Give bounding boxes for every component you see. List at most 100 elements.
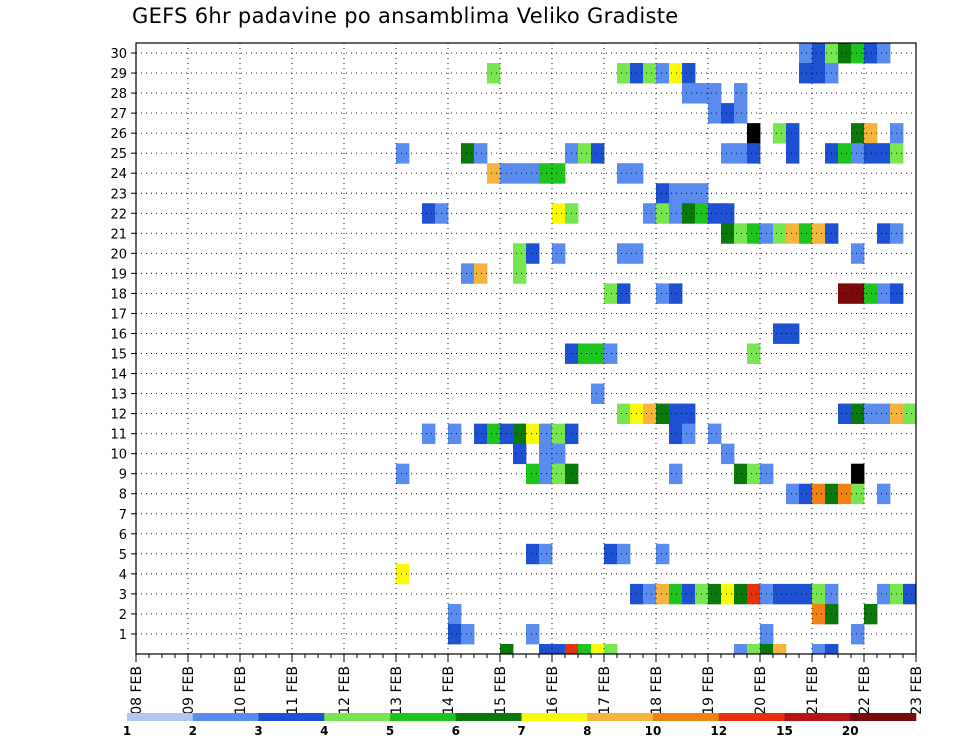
cell-member-21-step-50 — [786, 223, 800, 244]
cell-member-1-step-55 — [851, 623, 865, 645]
cell-member-24-step-29 — [513, 163, 527, 184]
cell-member-26-step-50 — [786, 123, 800, 144]
cell-member-21-step-57 — [877, 223, 891, 244]
cell-member-12-step-39 — [643, 403, 657, 425]
cell-member-21-step-46 — [734, 223, 748, 244]
cell-member-11-step-22 — [422, 423, 436, 445]
cell-member-12-step-37 — [617, 403, 631, 425]
cell-member-5-step-30 — [526, 543, 540, 565]
cell-member-12-step-42 — [682, 403, 696, 425]
cell-member-18-step-56 — [864, 283, 878, 304]
cell-member-3-step-49 — [773, 583, 787, 605]
cell-member-30-step-56 — [864, 43, 878, 64]
cell-member-10-step-31 — [539, 443, 553, 465]
cell-member-0-step-49 — [773, 643, 787, 655]
y-tick-label: 18 — [110, 287, 127, 302]
y-tick-label: 28 — [110, 87, 127, 102]
cell-member-11-step-32 — [552, 423, 566, 445]
cell-member-3-step-46 — [734, 583, 748, 605]
y-tick-label: 14 — [110, 368, 127, 383]
cell-member-8-step-57 — [877, 483, 891, 505]
x-tick-label: 12 FEB — [337, 666, 353, 715]
legend-label: 8 — [583, 724, 591, 738]
cell-member-21-step-49 — [773, 223, 787, 244]
cell-member-12-step-59 — [903, 403, 917, 425]
cell-member-25-step-50 — [786, 143, 800, 164]
cell-member-29-step-42 — [682, 63, 696, 84]
grid-layer — [136, 43, 916, 654]
legend-swatch — [784, 713, 851, 721]
cell-member-18-step-55 — [851, 283, 865, 304]
cell-member-9-step-31 — [539, 463, 553, 485]
y-tick-label: 1 — [119, 628, 127, 643]
cell-member-3-step-40 — [656, 583, 670, 605]
cell-member-8-step-52 — [812, 483, 826, 505]
y-tick-label: 16 — [110, 327, 127, 342]
cell-member-30-step-51 — [799, 43, 813, 64]
cell-member-18-step-37 — [617, 283, 631, 304]
cell-member-25-step-45 — [721, 143, 735, 164]
y-tick-label: 13 — [110, 388, 127, 403]
cell-member-9-step-30 — [526, 463, 540, 485]
legend-label: 15 — [776, 724, 793, 738]
y-tick-label: 30 — [110, 47, 127, 62]
cell-member-26-step-47 — [747, 123, 761, 144]
cell-member-26-step-55 — [851, 123, 865, 144]
cell-member-27-step-46 — [734, 103, 748, 124]
cell-member-2-step-56 — [864, 603, 878, 625]
legend-label: 12 — [710, 724, 727, 738]
cell-member-0-step-47 — [747, 643, 761, 655]
cell-member-27-step-44 — [708, 103, 722, 124]
cell-member-19-step-26 — [474, 263, 488, 284]
cell-member-2-step-52 — [812, 603, 826, 625]
cell-member-12-step-41 — [669, 403, 683, 425]
cell-member-0-step-48 — [760, 643, 774, 655]
cell-member-12-step-56 — [864, 403, 878, 425]
cell-member-3-step-52 — [812, 583, 826, 605]
y-tick-label: 10 — [110, 448, 127, 463]
cell-member-20-step-29 — [513, 243, 527, 264]
cell-member-10-step-45 — [721, 443, 735, 465]
cell-member-11-step-26 — [474, 423, 488, 445]
x-tick-label: 10 FEB — [233, 666, 249, 715]
cell-member-0-step-33 — [565, 643, 579, 655]
cell-member-15-step-34 — [578, 343, 592, 364]
cell-member-28-step-46 — [734, 83, 748, 104]
x-tick-label: 23 FEB — [909, 666, 925, 715]
legend-label: 10 — [645, 724, 662, 738]
cell-member-25-step-25 — [461, 143, 475, 164]
x-tick-label: 17 FEB — [597, 666, 613, 715]
cell-member-8-step-55 — [851, 483, 865, 505]
cell-member-11-step-27 — [487, 423, 501, 445]
cell-member-11-step-29 — [513, 423, 527, 445]
cell-member-4-step-20 — [396, 563, 410, 585]
y-tick-label: 21 — [110, 227, 127, 242]
cell-member-10-step-29 — [513, 443, 527, 465]
y-tick-label: 11 — [110, 428, 127, 443]
legend-swatch — [850, 713, 917, 721]
cell-member-2-step-24 — [448, 603, 462, 625]
cell-member-25-step-46 — [734, 143, 748, 164]
legend-label: 6 — [452, 724, 460, 738]
cell-member-5-step-36 — [604, 543, 618, 565]
cell-member-22-step-32 — [552, 203, 566, 224]
cell-member-20-step-55 — [851, 243, 865, 264]
cell-member-29-step-39 — [643, 63, 657, 84]
cell-member-29-step-41 — [669, 63, 683, 84]
cell-member-0-step-35 — [591, 643, 605, 655]
legend-label: 20 — [842, 724, 859, 738]
cell-member-24-step-30 — [526, 163, 540, 184]
cell-member-13-step-35 — [591, 383, 605, 404]
x-tick-label: 15 FEB — [493, 666, 509, 715]
cell-member-18-step-54 — [838, 283, 852, 304]
cell-member-25-step-34 — [578, 143, 592, 164]
cell-member-16-step-49 — [773, 323, 787, 344]
cell-member-30-step-54 — [838, 43, 852, 64]
cell-member-18-step-36 — [604, 283, 618, 304]
cell-member-5-step-31 — [539, 543, 553, 565]
cell-member-25-step-54 — [838, 143, 852, 164]
legend-swatch — [455, 713, 522, 721]
axes-layer: 1234567891011121314151617181920212223242… — [110, 42, 925, 715]
cell-member-3-step-42 — [682, 583, 696, 605]
